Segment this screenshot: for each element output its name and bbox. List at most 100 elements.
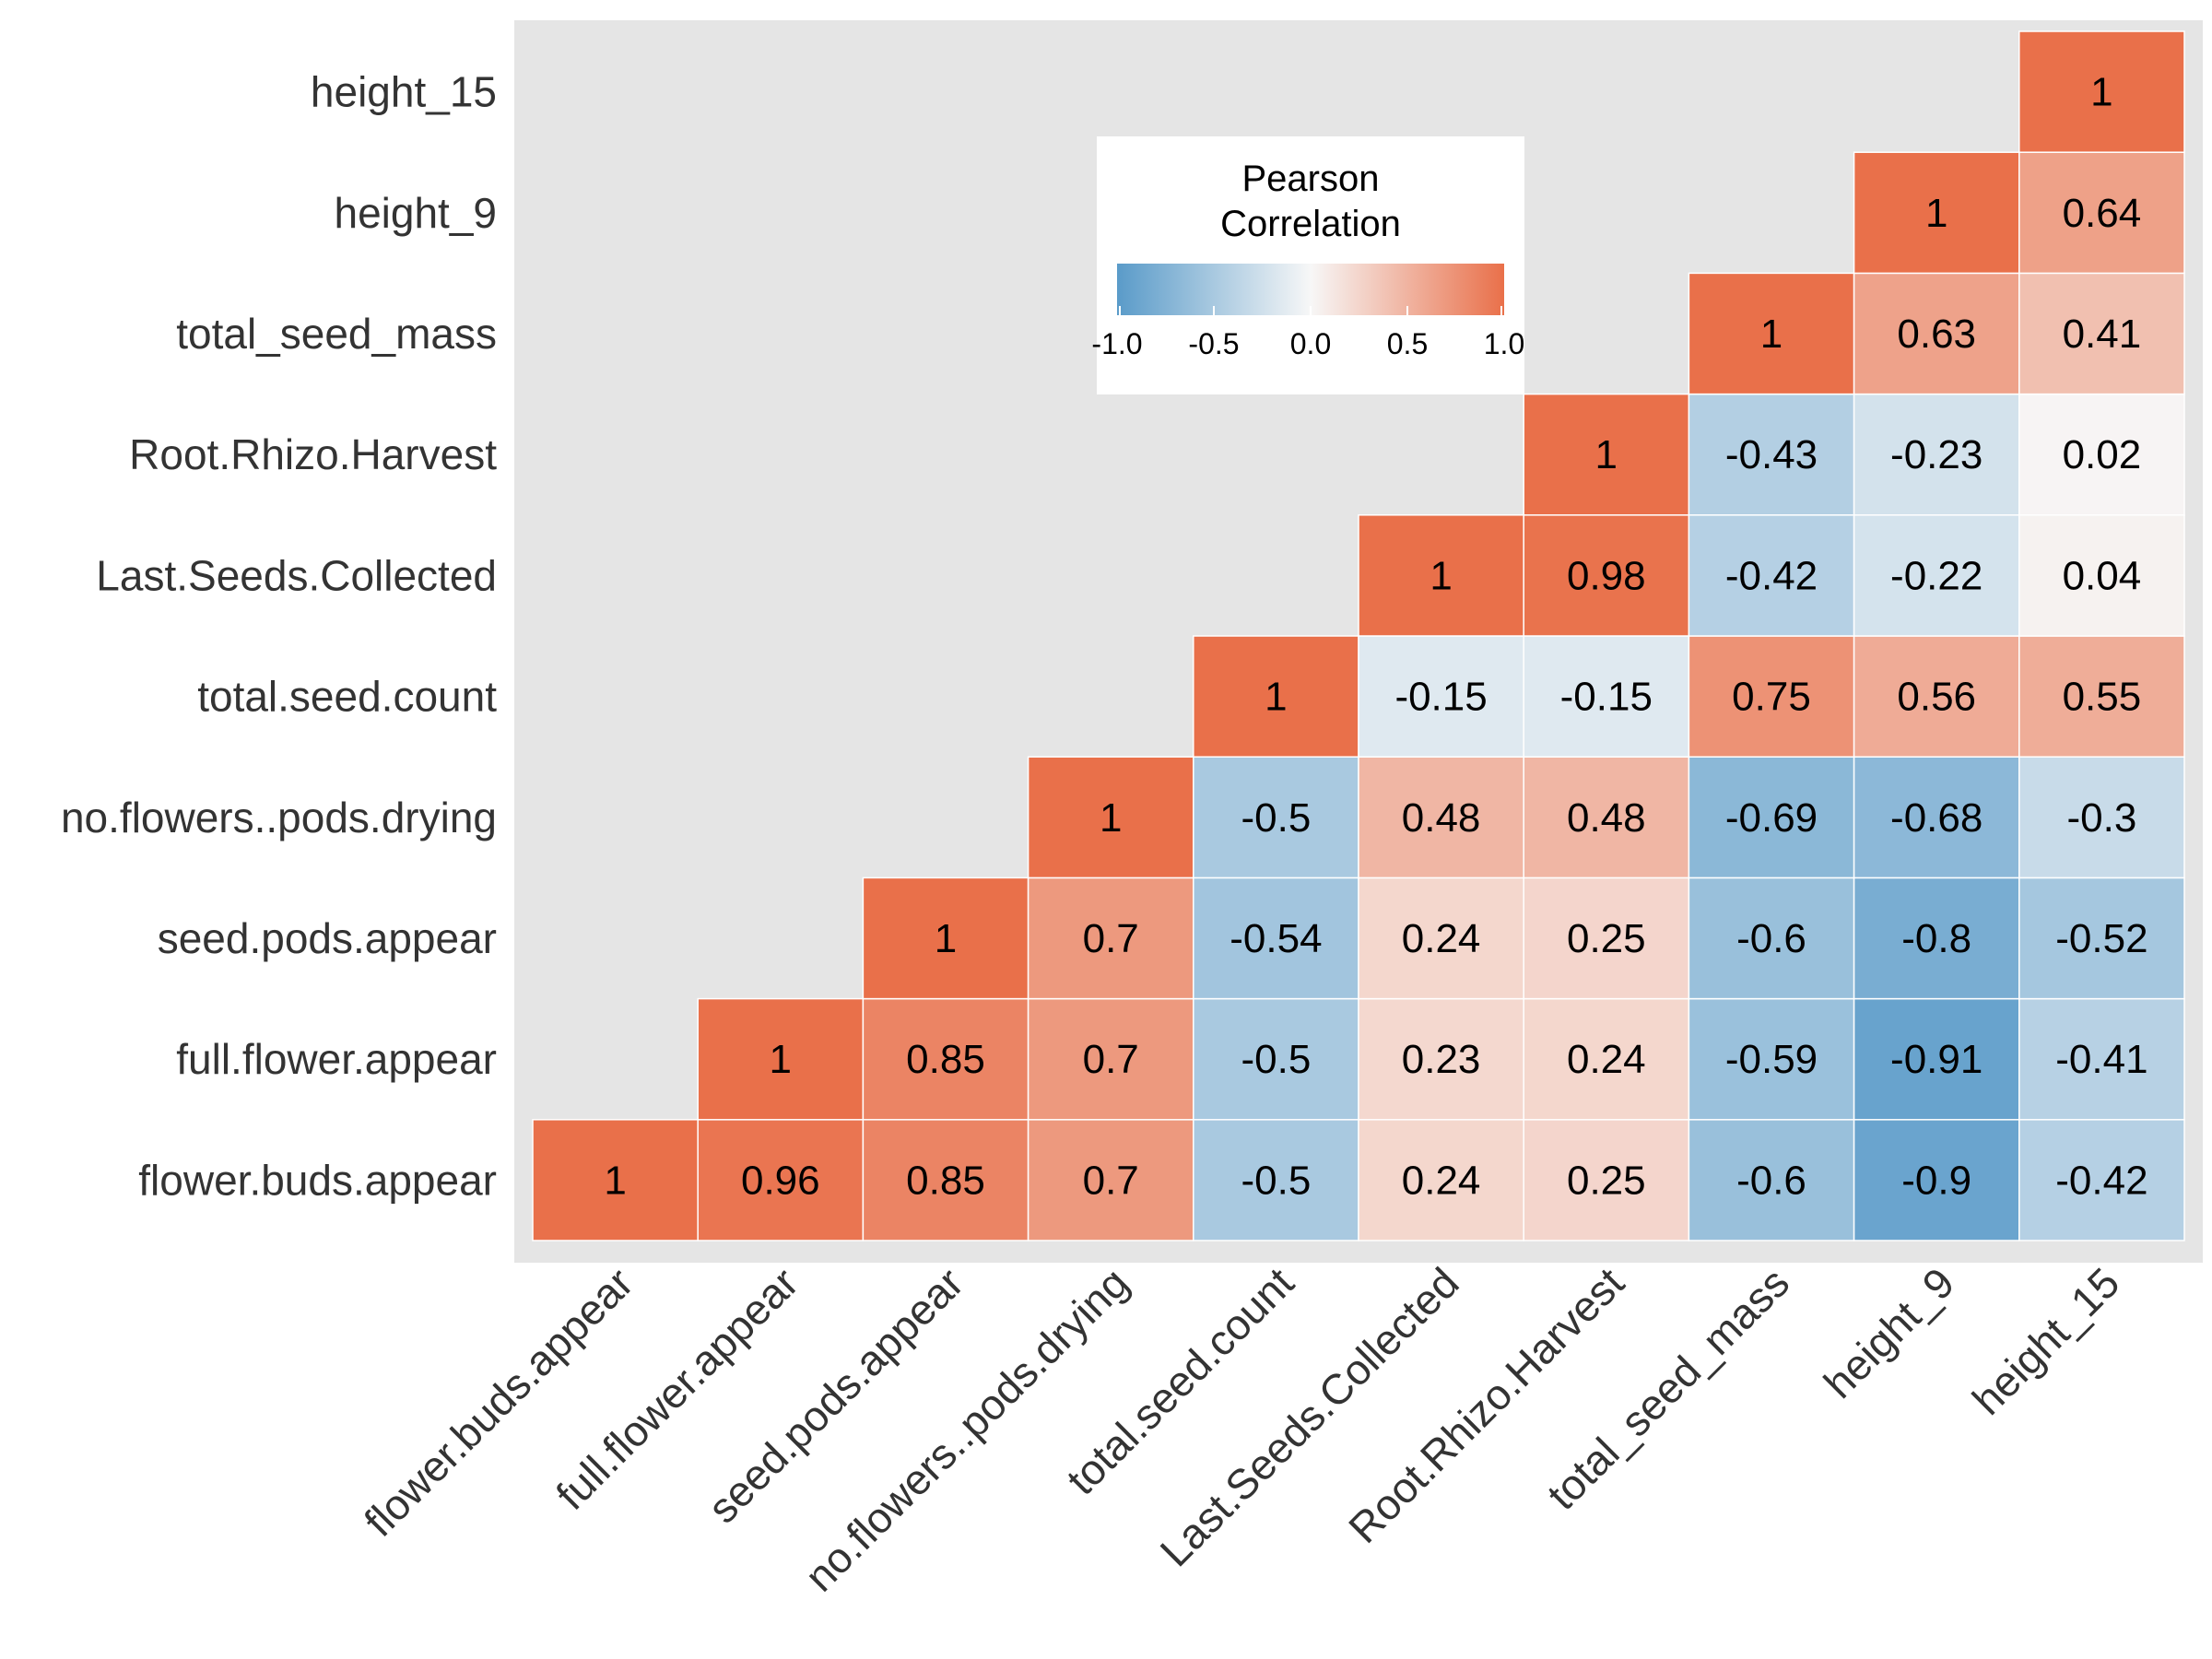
legend-tick-label: 1.0 bbox=[1484, 327, 1524, 360]
heatmap-cell bbox=[1358, 877, 1524, 1000]
x-axis-ticks: flower.buds.appearfull.flower.appearseed… bbox=[355, 1258, 2128, 1600]
x-tick-label: height_9 bbox=[1815, 1258, 1964, 1407]
cell-value-label: -0.6 bbox=[1736, 916, 1806, 961]
cell-value-label: -0.9 bbox=[1901, 1158, 1971, 1203]
cell-value-label: -0.68 bbox=[1890, 795, 1983, 841]
heatmap-cell bbox=[862, 877, 1030, 1000]
cell-value-label: 1 bbox=[1430, 553, 1452, 598]
heatmap-cell bbox=[1688, 514, 1855, 637]
y-tick-label: total_seed_mass bbox=[176, 310, 497, 358]
legend-title-line1: Pearson bbox=[1242, 159, 1380, 199]
cell-value-label: 0.02 bbox=[2063, 432, 2142, 477]
cell-value-label: 0.7 bbox=[1083, 1037, 1139, 1082]
cell-value-label: 0.25 bbox=[1567, 916, 1646, 961]
legend-tick-label: -1.0 bbox=[1091, 327, 1142, 360]
heatmap-cell bbox=[1523, 393, 1690, 516]
x-tick-label: Root.Rhizo.Harvest bbox=[1339, 1258, 1633, 1552]
cell-value-label: 0.75 bbox=[1732, 675, 1811, 720]
cell-value-label: -0.91 bbox=[1890, 1037, 1983, 1082]
y-tick-label: total.seed.count bbox=[197, 673, 497, 721]
heatmap-cell bbox=[1688, 1119, 1855, 1241]
y-tick-label: height_15 bbox=[311, 68, 497, 116]
heatmap-cell bbox=[1193, 1119, 1359, 1241]
cell-value-label: -0.41 bbox=[2055, 1037, 2147, 1082]
heatmap-cell bbox=[1853, 151, 2020, 275]
legend-tick-label: 0.0 bbox=[1290, 327, 1331, 360]
heatmap-cell bbox=[2018, 635, 2185, 758]
y-tick-label: no.flowers..pods.drying bbox=[61, 794, 497, 841]
heatmap-cell bbox=[1358, 997, 1524, 1121]
heatmap-cell bbox=[1523, 756, 1690, 879]
heatmap-cell bbox=[1853, 393, 2020, 516]
y-axis-ticks: flower.buds.appear full.flower.appear seed… bbox=[61, 68, 497, 1205]
heatmap-cell bbox=[1523, 997, 1690, 1121]
cell-value-label: 0.56 bbox=[1897, 675, 1976, 720]
cell-value-label: -0.54 bbox=[1230, 916, 1322, 961]
x-tick-label: height_15 bbox=[1963, 1258, 2129, 1424]
cell-value-label: -0.22 bbox=[1890, 553, 1983, 598]
heatmap-cell bbox=[2018, 997, 2185, 1121]
heatmap-cell bbox=[1523, 877, 1690, 1000]
cell-value-label: -0.3 bbox=[2066, 795, 2136, 841]
heatmap-cell bbox=[1853, 635, 2020, 758]
cell-value-label: 0.23 bbox=[1402, 1037, 1481, 1082]
heatmap-cell bbox=[1523, 1119, 1690, 1241]
cell-value-label: 0.25 bbox=[1567, 1158, 1646, 1203]
cell-value-label: 1 bbox=[1760, 312, 1783, 357]
cell-value-label: 1 bbox=[2090, 70, 2112, 115]
heatmap-cell bbox=[1193, 756, 1359, 879]
cell-value-label: 0.85 bbox=[906, 1158, 985, 1203]
heatmap-cells bbox=[532, 30, 2185, 1241]
cell-value-label: -0.42 bbox=[2055, 1158, 2147, 1203]
cell-value-label: 0.96 bbox=[741, 1158, 820, 1203]
heatmap-cell bbox=[1027, 877, 1194, 1000]
cell-value-label: 0.85 bbox=[906, 1037, 985, 1082]
heatmap-cell bbox=[862, 1119, 1030, 1241]
cell-value-label: 1 bbox=[1100, 795, 1122, 841]
heatmap-cell bbox=[1853, 1119, 2020, 1241]
x-tick-label: no.flowers..pods.drying bbox=[795, 1258, 1137, 1600]
y-tick-label: seed.pods.appear bbox=[158, 914, 497, 962]
cell-value-label: 0.24 bbox=[1567, 1037, 1646, 1082]
heatmap-cell bbox=[1853, 997, 2020, 1121]
cell-value-label: -0.69 bbox=[1725, 795, 1818, 841]
cell-value-label: 0.7 bbox=[1083, 1158, 1139, 1203]
y-tick-label: Root.Rhizo.Harvest bbox=[129, 430, 497, 478]
cell-value-label: -0.43 bbox=[1725, 432, 1818, 477]
cell-value-label: 0.63 bbox=[1897, 312, 1976, 357]
heatmap-cell bbox=[1193, 997, 1359, 1121]
legend-tick-label: 0.5 bbox=[1387, 327, 1428, 360]
cell-value-label: -0.6 bbox=[1736, 1158, 1806, 1203]
cell-value-label: -0.5 bbox=[1241, 1037, 1311, 1082]
x-tick-label: flower.buds.appear bbox=[355, 1258, 642, 1546]
heatmap-cell bbox=[1358, 1119, 1524, 1241]
cell-value-label: 1 bbox=[604, 1158, 626, 1203]
cell-value-label: -0.5 bbox=[1241, 1158, 1311, 1203]
cell-value-label: 1 bbox=[1265, 675, 1287, 720]
cell-value-label: 1 bbox=[1925, 191, 1947, 236]
heatmap-cell bbox=[1523, 635, 1690, 758]
heatmap-cell bbox=[1027, 1119, 1194, 1241]
heatmap-cell bbox=[1688, 393, 1855, 516]
cell-value-label: -0.8 bbox=[1901, 916, 1971, 961]
heatmap-cell bbox=[1193, 877, 1359, 1000]
y-tick-label: flower.buds.appear bbox=[138, 1156, 497, 1204]
cell-value-label: 0.04 bbox=[2063, 553, 2142, 598]
cell-value-label: -0.42 bbox=[1725, 553, 1818, 598]
heatmap-cell bbox=[697, 997, 865, 1121]
heatmap-cell bbox=[1688, 635, 1855, 758]
cell-value-label: -0.15 bbox=[1560, 675, 1653, 720]
heatmap-cell bbox=[1853, 514, 2020, 637]
heatmap-cell bbox=[532, 1119, 699, 1241]
heatmap-cell bbox=[862, 997, 1030, 1121]
heatmap-cell bbox=[2018, 30, 2185, 153]
heatmap-cell bbox=[2018, 151, 2185, 275]
cell-value-label: 1 bbox=[935, 916, 957, 961]
cell-value-label: -0.5 bbox=[1241, 795, 1311, 841]
heatmap-cell bbox=[1688, 272, 1855, 395]
cell-value-label: 1 bbox=[1595, 432, 1618, 477]
heatmap-cell bbox=[1358, 514, 1524, 637]
heatmap-cell bbox=[2018, 756, 2185, 879]
legend-tick-label: -0.5 bbox=[1188, 327, 1239, 360]
